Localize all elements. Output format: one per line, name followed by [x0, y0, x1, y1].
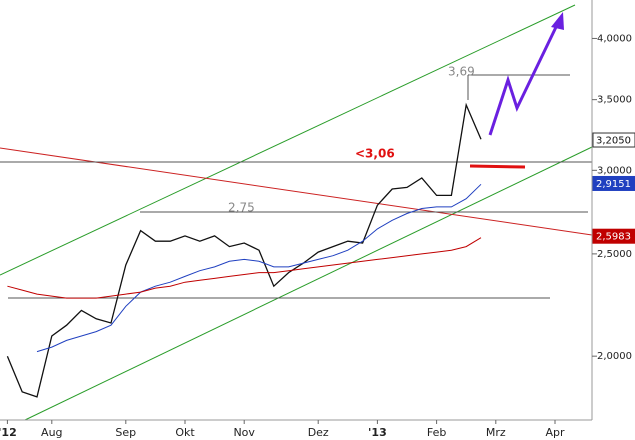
x-tick-label: Feb: [427, 426, 446, 439]
y-tick-label: 3,5000: [597, 95, 632, 106]
y-tick-label: 3,0000: [597, 165, 632, 176]
annotation: 3,69: [448, 65, 475, 79]
support-mark: [469, 164, 526, 169]
x-tick-label: Apr: [545, 426, 565, 439]
x-tick-label: '13: [368, 426, 387, 439]
price-line: [6, 102, 482, 398]
x-tick-label: Mrz: [486, 426, 506, 439]
y-tick-label: 2,0000: [597, 351, 632, 362]
price-box: [592, 228, 635, 244]
x-tick-label: Aug: [41, 426, 62, 439]
arrow-head: [551, 12, 564, 30]
x-tick-label: Okt: [175, 426, 195, 439]
x-tick-label: Sep: [115, 426, 136, 439]
forecast-arrow: [488, 24, 559, 136]
price-label: 2,5983: [596, 232, 631, 243]
price-box: [592, 175, 635, 191]
x-tick-label: Dez: [308, 426, 329, 439]
x-tick-label: Nov: [233, 426, 255, 439]
annotation: 2,75: [228, 201, 255, 215]
channel-upper: [0, 4, 576, 276]
price-box: [592, 132, 635, 148]
price-label: 2,9151: [596, 179, 631, 190]
y-tick-label: 4,0000: [597, 33, 632, 44]
annotation: <3,06: [355, 147, 395, 161]
moving-average: [7, 237, 482, 299]
y-tick-label: 2,5000: [597, 249, 632, 260]
price-label: 3,2050: [596, 136, 631, 147]
channel-lower: [24, 146, 593, 421]
x-tick-label: '12: [0, 426, 17, 439]
moving-average: [36, 183, 482, 353]
